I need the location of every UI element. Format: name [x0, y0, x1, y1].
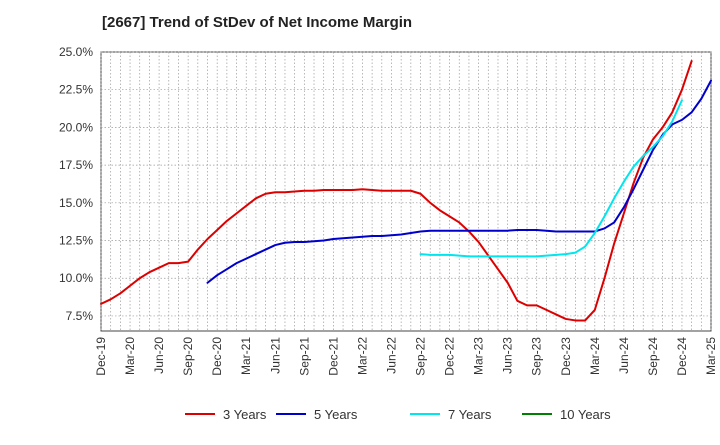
- series-line-5-years: [206, 79, 712, 284]
- y-tick-label: 10.0%: [59, 271, 93, 285]
- series-lines: [100, 60, 712, 322]
- legend-label: 7 Years: [448, 407, 492, 422]
- legend-label: 5 Years: [314, 407, 358, 422]
- x-tick-label: Sep-21: [297, 337, 311, 376]
- x-tick-label: Sep-24: [646, 337, 660, 376]
- x-tick-label: Dec-19: [94, 337, 108, 376]
- y-tick-label: 20.0%: [59, 120, 93, 134]
- x-tick-label: Sep-22: [414, 337, 428, 376]
- x-tick-label: Jun-20: [152, 337, 166, 374]
- series-line-7-years: [419, 99, 683, 258]
- y-tick-label: 12.5%: [59, 234, 93, 248]
- x-tick-label: Sep-23: [530, 337, 544, 376]
- legend: 3 Years 5 Years 7 Years 10 Years: [185, 407, 611, 422]
- grid: [100, 51, 712, 331]
- x-tick-label: Dec-24: [675, 337, 689, 376]
- x-tick-label: Mar-24: [588, 337, 602, 375]
- y-tick-label: 7.5%: [66, 309, 94, 323]
- x-tick-label: Dec-23: [559, 337, 573, 376]
- legend-label: 3 Years: [223, 407, 267, 422]
- x-tick-label: Mar-25: [704, 337, 718, 375]
- x-tick-label: Dec-20: [210, 337, 224, 376]
- y-tick-label: 15.0%: [59, 196, 93, 210]
- x-tick-label: Jun-23: [501, 337, 515, 374]
- x-tick-label: Mar-23: [472, 337, 486, 375]
- chart-title: [2667] Trend of StDev of Net Income Marg…: [102, 14, 413, 31]
- x-tick-label: Dec-21: [326, 337, 340, 376]
- x-tick-label: Mar-20: [123, 337, 137, 375]
- y-tick-label: 25.0%: [59, 45, 93, 59]
- x-tick-label: Mar-21: [239, 337, 253, 375]
- x-tick-label: Jun-24: [617, 337, 631, 374]
- x-tick-label: Mar-22: [355, 337, 369, 375]
- y-tick-label: 22.5%: [59, 83, 93, 97]
- legend-label: 10 Years: [560, 407, 611, 422]
- x-tick-label: Jun-21: [268, 337, 282, 374]
- x-tick-label: Jun-22: [384, 337, 398, 374]
- y-tick-label: 17.5%: [59, 158, 93, 172]
- axes: 7.5% 10.0% 12.5% 15.0% 17.5% 20.0% 22.5% 25.0% D…: [59, 45, 718, 376]
- x-tick-label: Sep-20: [181, 337, 195, 376]
- series-line-3-years: [100, 60, 693, 322]
- x-tick-label: Dec-22: [443, 337, 457, 376]
